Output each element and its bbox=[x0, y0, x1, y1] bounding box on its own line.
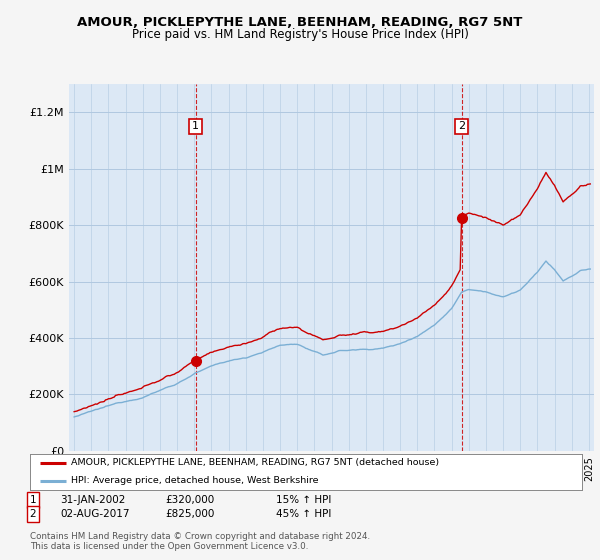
Text: Contains HM Land Registry data © Crown copyright and database right 2024.
This d: Contains HM Land Registry data © Crown c… bbox=[30, 532, 370, 552]
Text: 15% ↑ HPI: 15% ↑ HPI bbox=[276, 495, 331, 505]
Text: 2: 2 bbox=[458, 122, 465, 132]
Text: 31-JAN-2002: 31-JAN-2002 bbox=[60, 495, 125, 505]
Text: 1: 1 bbox=[29, 495, 37, 505]
Text: 02-AUG-2017: 02-AUG-2017 bbox=[60, 509, 130, 519]
Text: £825,000: £825,000 bbox=[165, 509, 214, 519]
Text: AMOUR, PICKLEPYTHE LANE, BEENHAM, READING, RG7 5NT (detached house): AMOUR, PICKLEPYTHE LANE, BEENHAM, READIN… bbox=[71, 458, 440, 467]
Text: 2: 2 bbox=[29, 509, 37, 519]
Text: HPI: Average price, detached house, West Berkshire: HPI: Average price, detached house, West… bbox=[71, 477, 319, 486]
Text: 1: 1 bbox=[192, 122, 199, 132]
Text: 45% ↑ HPI: 45% ↑ HPI bbox=[276, 509, 331, 519]
Text: Price paid vs. HM Land Registry's House Price Index (HPI): Price paid vs. HM Land Registry's House … bbox=[131, 28, 469, 41]
Text: £320,000: £320,000 bbox=[165, 495, 214, 505]
Text: AMOUR, PICKLEPYTHE LANE, BEENHAM, READING, RG7 5NT: AMOUR, PICKLEPYTHE LANE, BEENHAM, READIN… bbox=[77, 16, 523, 29]
